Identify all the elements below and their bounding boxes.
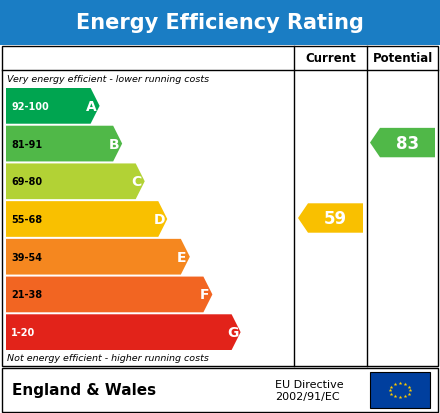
Text: A: A — [86, 100, 97, 114]
Bar — [2, 368, 438, 412]
Text: G: G — [227, 325, 238, 339]
Text: 69-80: 69-80 — [11, 177, 42, 187]
Text: C: C — [132, 175, 142, 189]
Bar — [370, 372, 430, 408]
Text: Potential: Potential — [372, 52, 433, 65]
Bar — [0, 0, 440, 46]
Text: EU Directive: EU Directive — [275, 379, 344, 389]
Polygon shape — [6, 126, 122, 162]
Text: F: F — [200, 288, 209, 302]
Text: 92-100: 92-100 — [11, 102, 49, 112]
Text: 21-38: 21-38 — [11, 290, 42, 300]
Text: 2002/91/EC: 2002/91/EC — [275, 391, 340, 401]
Text: Not energy efficient - higher running costs: Not energy efficient - higher running co… — [7, 354, 209, 363]
Text: Energy Efficiency Rating: Energy Efficiency Rating — [76, 13, 364, 33]
Polygon shape — [6, 202, 167, 237]
Text: 81-91: 81-91 — [11, 139, 42, 149]
Polygon shape — [298, 204, 363, 233]
Text: Very energy efficient - lower running costs: Very energy efficient - lower running co… — [7, 74, 209, 83]
Polygon shape — [6, 277, 213, 313]
Text: 1-20: 1-20 — [11, 328, 35, 337]
Polygon shape — [6, 164, 145, 199]
Bar — [2, 47, 438, 366]
Polygon shape — [6, 89, 99, 124]
Polygon shape — [370, 128, 435, 158]
Text: Current: Current — [305, 52, 356, 65]
Polygon shape — [6, 239, 190, 275]
Polygon shape — [6, 315, 241, 350]
Text: 83: 83 — [396, 134, 419, 152]
Text: 59: 59 — [324, 209, 347, 228]
Text: 39-54: 39-54 — [11, 252, 42, 262]
Text: D: D — [154, 212, 165, 226]
Text: England & Wales: England & Wales — [12, 382, 156, 398]
Bar — [0, 367, 440, 413]
Text: E: E — [177, 250, 187, 264]
Text: 55-68: 55-68 — [11, 214, 42, 224]
Text: B: B — [109, 137, 119, 151]
